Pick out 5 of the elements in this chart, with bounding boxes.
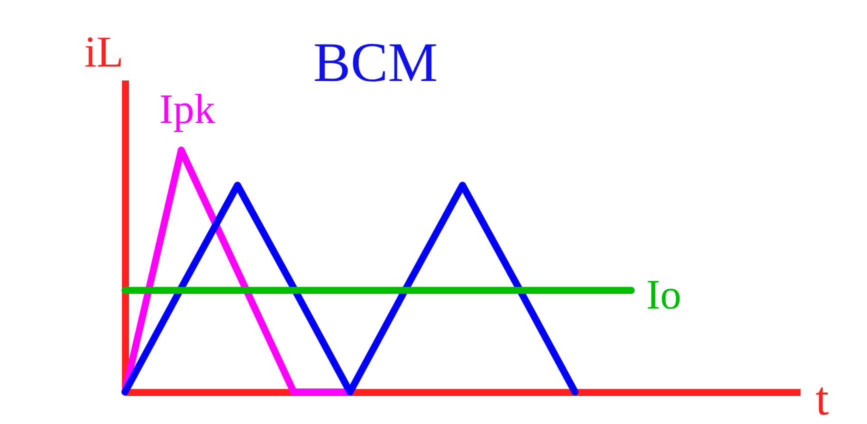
x-axis-title: t — [816, 372, 830, 424]
y-axis-title: iL — [84, 28, 124, 76]
chart-title: BCM — [313, 32, 438, 94]
series-label: Ipk — [159, 87, 216, 134]
series-label: Io — [646, 272, 682, 318]
